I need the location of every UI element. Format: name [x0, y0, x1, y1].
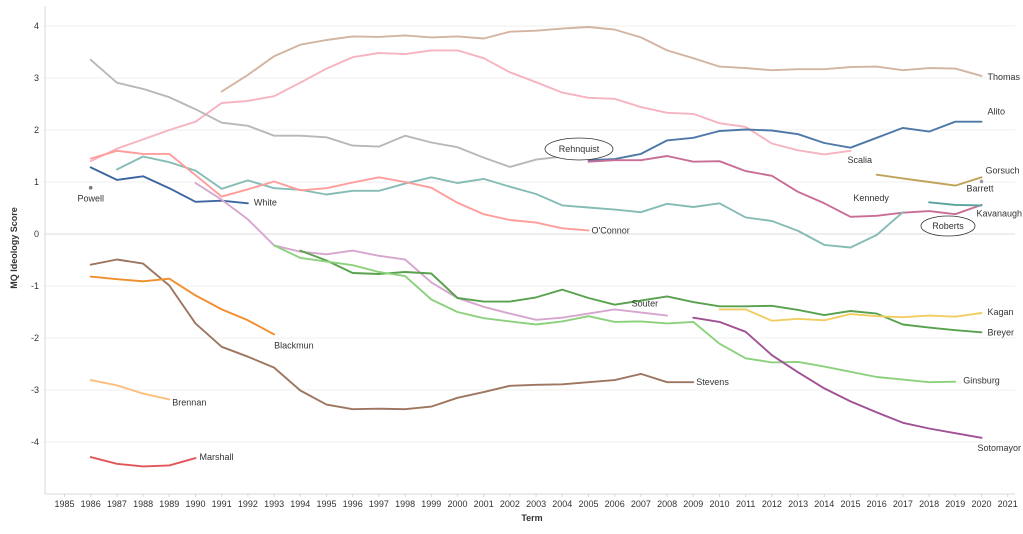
x-tick-label: 2007 [631, 499, 651, 509]
y-tick-label: -1 [31, 281, 39, 291]
series-line-sotomayor [692, 316, 983, 439]
x-tick-label: 2014 [814, 499, 834, 509]
x-tick-label: 2003 [526, 499, 546, 509]
x-tick-label: 2021 [998, 499, 1018, 509]
x-tick-label: 2000 [447, 499, 467, 509]
series-label-roberts: Roberts [932, 221, 964, 231]
series-point-powell [88, 185, 93, 190]
x-tick-label: 2010 [709, 499, 729, 509]
series-label-scalia: Scalia [848, 155, 873, 165]
x-tick-label: 2019 [945, 499, 965, 509]
y-tick-label: -4 [31, 437, 39, 447]
y-tick-label: 0 [34, 229, 39, 239]
series-label-box-rehnquist [544, 137, 614, 161]
series-line-rehnquist [89, 58, 564, 168]
x-tick-label: 2015 [840, 499, 860, 509]
y-axis: 4 3 2 1 0 -1 -2 -3 -4 [31, 6, 46, 494]
series-line-kagan [718, 308, 983, 322]
x-tick-label: 1992 [238, 499, 258, 509]
x-tick-label: 1987 [107, 499, 127, 509]
grid [45, 25, 1015, 443]
x-tick-label: 1990 [185, 499, 205, 509]
series-line-kavanaugh [928, 201, 983, 207]
x-axis: 1985 1986 1987 1988 1989 1990 1991 1992 1993 1994… [45, 493, 1018, 509]
series-line-roberts [587, 155, 983, 218]
series-label-box-roberts [920, 215, 976, 237]
series-label-rehnquist: Rehnquist [559, 144, 600, 154]
series-line-stevens [89, 258, 695, 411]
series-line-kennedy [115, 155, 904, 249]
x-axis-title: Term [521, 513, 542, 523]
series-line-marshall [89, 456, 197, 468]
x-tick-label: 1994 [290, 499, 310, 509]
series-line-breyer [299, 249, 983, 334]
series-label-kagan: Kagan [988, 307, 1014, 317]
x-tick-label: 2013 [788, 499, 808, 509]
series-label-ginsburg: Ginsburg [963, 376, 1000, 386]
series-label-marshall: Marshall [200, 452, 234, 462]
x-tick-label: 1991 [212, 499, 232, 509]
x-tick-label: 1988 [133, 499, 153, 509]
x-tick-label: 1999 [421, 499, 441, 509]
x-tick-label: 2017 [893, 499, 913, 509]
series-line-o-connor [89, 149, 590, 232]
x-tick-label: 2001 [474, 499, 494, 509]
x-tick-label: 1986 [81, 499, 101, 509]
series-label-blackmun: Blackmun [274, 340, 314, 350]
x-tick-label: 2009 [683, 499, 703, 509]
y-tick-label: 4 [34, 21, 39, 31]
x-tick-label: 2002 [500, 499, 520, 509]
series-line-alito [587, 120, 983, 162]
x-tick-label: 2004 [552, 499, 572, 509]
x-tick-label: 2020 [971, 499, 991, 509]
x-tick-label: 1993 [264, 499, 284, 509]
y-axis-title: MQ Ideology Score [9, 207, 19, 289]
y-tick-label: -2 [31, 333, 39, 343]
y-tick-label: 2 [34, 125, 39, 135]
series-line-blackmun [89, 275, 276, 336]
x-tick-label: 2012 [762, 499, 782, 509]
x-tick-label: 2018 [919, 499, 939, 509]
series-label-barrett: Barrett [967, 183, 995, 193]
series-point-barrett [979, 179, 984, 184]
x-tick-label: 2011 [736, 499, 755, 509]
series-label-o-connor: O'Connor [592, 225, 630, 235]
series-label-souter: Souter [632, 299, 659, 309]
series-label-alito: Alito [988, 107, 1006, 117]
y-tick-label: -3 [31, 385, 39, 395]
y-tick-label: 1 [34, 177, 39, 187]
x-tick-label: 1998 [395, 499, 415, 509]
series-labels: Thomas Scalia Rehnquist Alito Roberts Kennedy… [77, 72, 1022, 462]
series-label-white: White [254, 197, 277, 207]
series-line-thomas [220, 26, 983, 93]
series-label-sotomayor: Sotomayor [978, 443, 1022, 453]
series-line-gorsuch [875, 173, 983, 187]
x-tick-label: 2006 [605, 499, 625, 509]
y-tick-label: 3 [34, 73, 39, 83]
series-lines [88, 26, 984, 468]
series-label-kavanaugh: Kavanaugh [977, 208, 1023, 218]
x-tick-label: 2005 [578, 499, 598, 509]
series-line-ginsburg [273, 244, 957, 384]
series-label-powell: Powell [77, 194, 104, 204]
series-line-white [89, 166, 249, 205]
x-tick-label: 1989 [159, 499, 179, 509]
x-tick-label: 2008 [657, 499, 677, 509]
series-label-thomas: Thomas [988, 72, 1021, 82]
x-tick-label: 1995 [316, 499, 336, 509]
series-label-stevens: Stevens [696, 377, 729, 387]
x-tick-label: 1985 [54, 499, 74, 509]
series-line-scalia [89, 49, 852, 163]
x-tick-label: 1996 [343, 499, 363, 509]
x-tick-label: 1997 [369, 499, 389, 509]
series-label-brennan: Brennan [172, 397, 206, 407]
series-label-gorsuch: Gorsuch [986, 165, 1020, 175]
series-label-kennedy: Kennedy [853, 193, 889, 203]
x-tick-label: 2016 [867, 499, 887, 509]
series-label-breyer: Breyer [988, 327, 1015, 337]
series-line-brennan [89, 379, 171, 401]
